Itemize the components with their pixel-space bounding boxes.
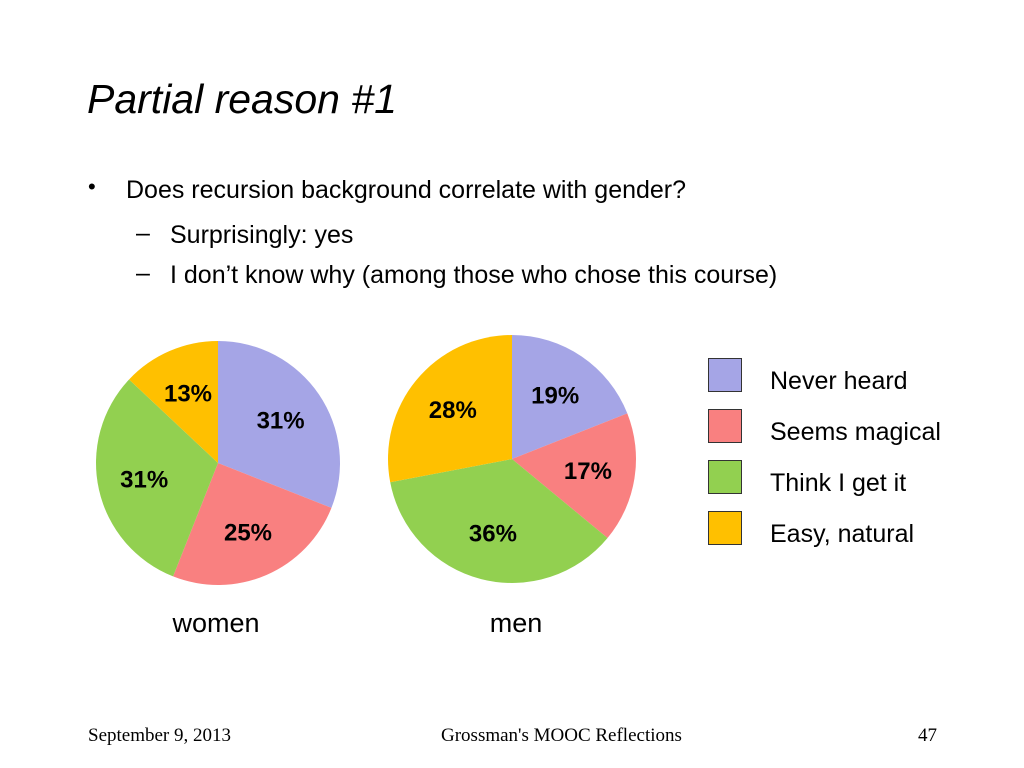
slice-think-i-get-it: [390, 459, 608, 583]
page-number: 47: [918, 725, 937, 746]
slice-never-heard: [218, 341, 340, 508]
legend-label: Never heard: [770, 367, 908, 395]
pie-women: 31% 25% 31% 13% women: [96, 341, 340, 638]
bullet-main-text: Does recursion background correlate with…: [126, 176, 687, 204]
legend-item-seems-magical: Seems magical: [706, 407, 1006, 447]
slice-value-label: 17%: [564, 458, 612, 485]
pie-men: 19% 17% 36% 28% men: [388, 335, 636, 638]
slice-easy-natural: [388, 335, 512, 483]
legend-swatch: [708, 511, 742, 545]
legend-swatch: [708, 409, 742, 443]
slice-easy-natural: [129, 341, 218, 463]
slice-value-label: 19%: [531, 382, 579, 409]
legend-label: Easy, natural: [770, 520, 915, 548]
footer-date: September 9, 2013: [88, 725, 232, 746]
legend-item-easy-natural: Easy, natural: [706, 509, 1006, 549]
legend-swatch: [708, 460, 742, 494]
dash-icon: –: [136, 219, 150, 247]
slice-think-i-get-it: [96, 379, 218, 577]
legend-label: Think I get it: [770, 469, 907, 497]
legend-item-never-heard: Never heard: [706, 356, 1006, 396]
legend-swatch: [708, 358, 742, 392]
dash-icon: –: [136, 259, 150, 287]
slice-seems-magical: [173, 463, 332, 585]
slice-value-label: 31%: [120, 467, 168, 494]
pie-caption: women: [171, 608, 259, 638]
legend-item-think-i-get-it: Think I get it: [706, 458, 1006, 498]
sub-bullet-1-text: Surprisingly: yes: [170, 221, 354, 249]
bullet-dot-icon: •: [88, 174, 96, 199]
slice-value-label: 25%: [224, 519, 272, 546]
slice-seems-magical: [512, 413, 636, 539]
slice-value-label: 36%: [469, 521, 517, 548]
slide-title: Partial reason #1: [87, 76, 397, 122]
slice-value-label: 13%: [164, 381, 212, 408]
legend-label: Seems magical: [770, 418, 941, 446]
slice-never-heard: [512, 335, 628, 459]
pie-caption: men: [490, 608, 543, 638]
slice-value-label: 31%: [257, 408, 305, 435]
sub-bullet-2-text: I don’t know why (among those who chose …: [170, 261, 778, 289]
slice-value-label: 28%: [429, 397, 477, 424]
footer-title: Grossman's MOOC Reflections: [441, 725, 682, 746]
